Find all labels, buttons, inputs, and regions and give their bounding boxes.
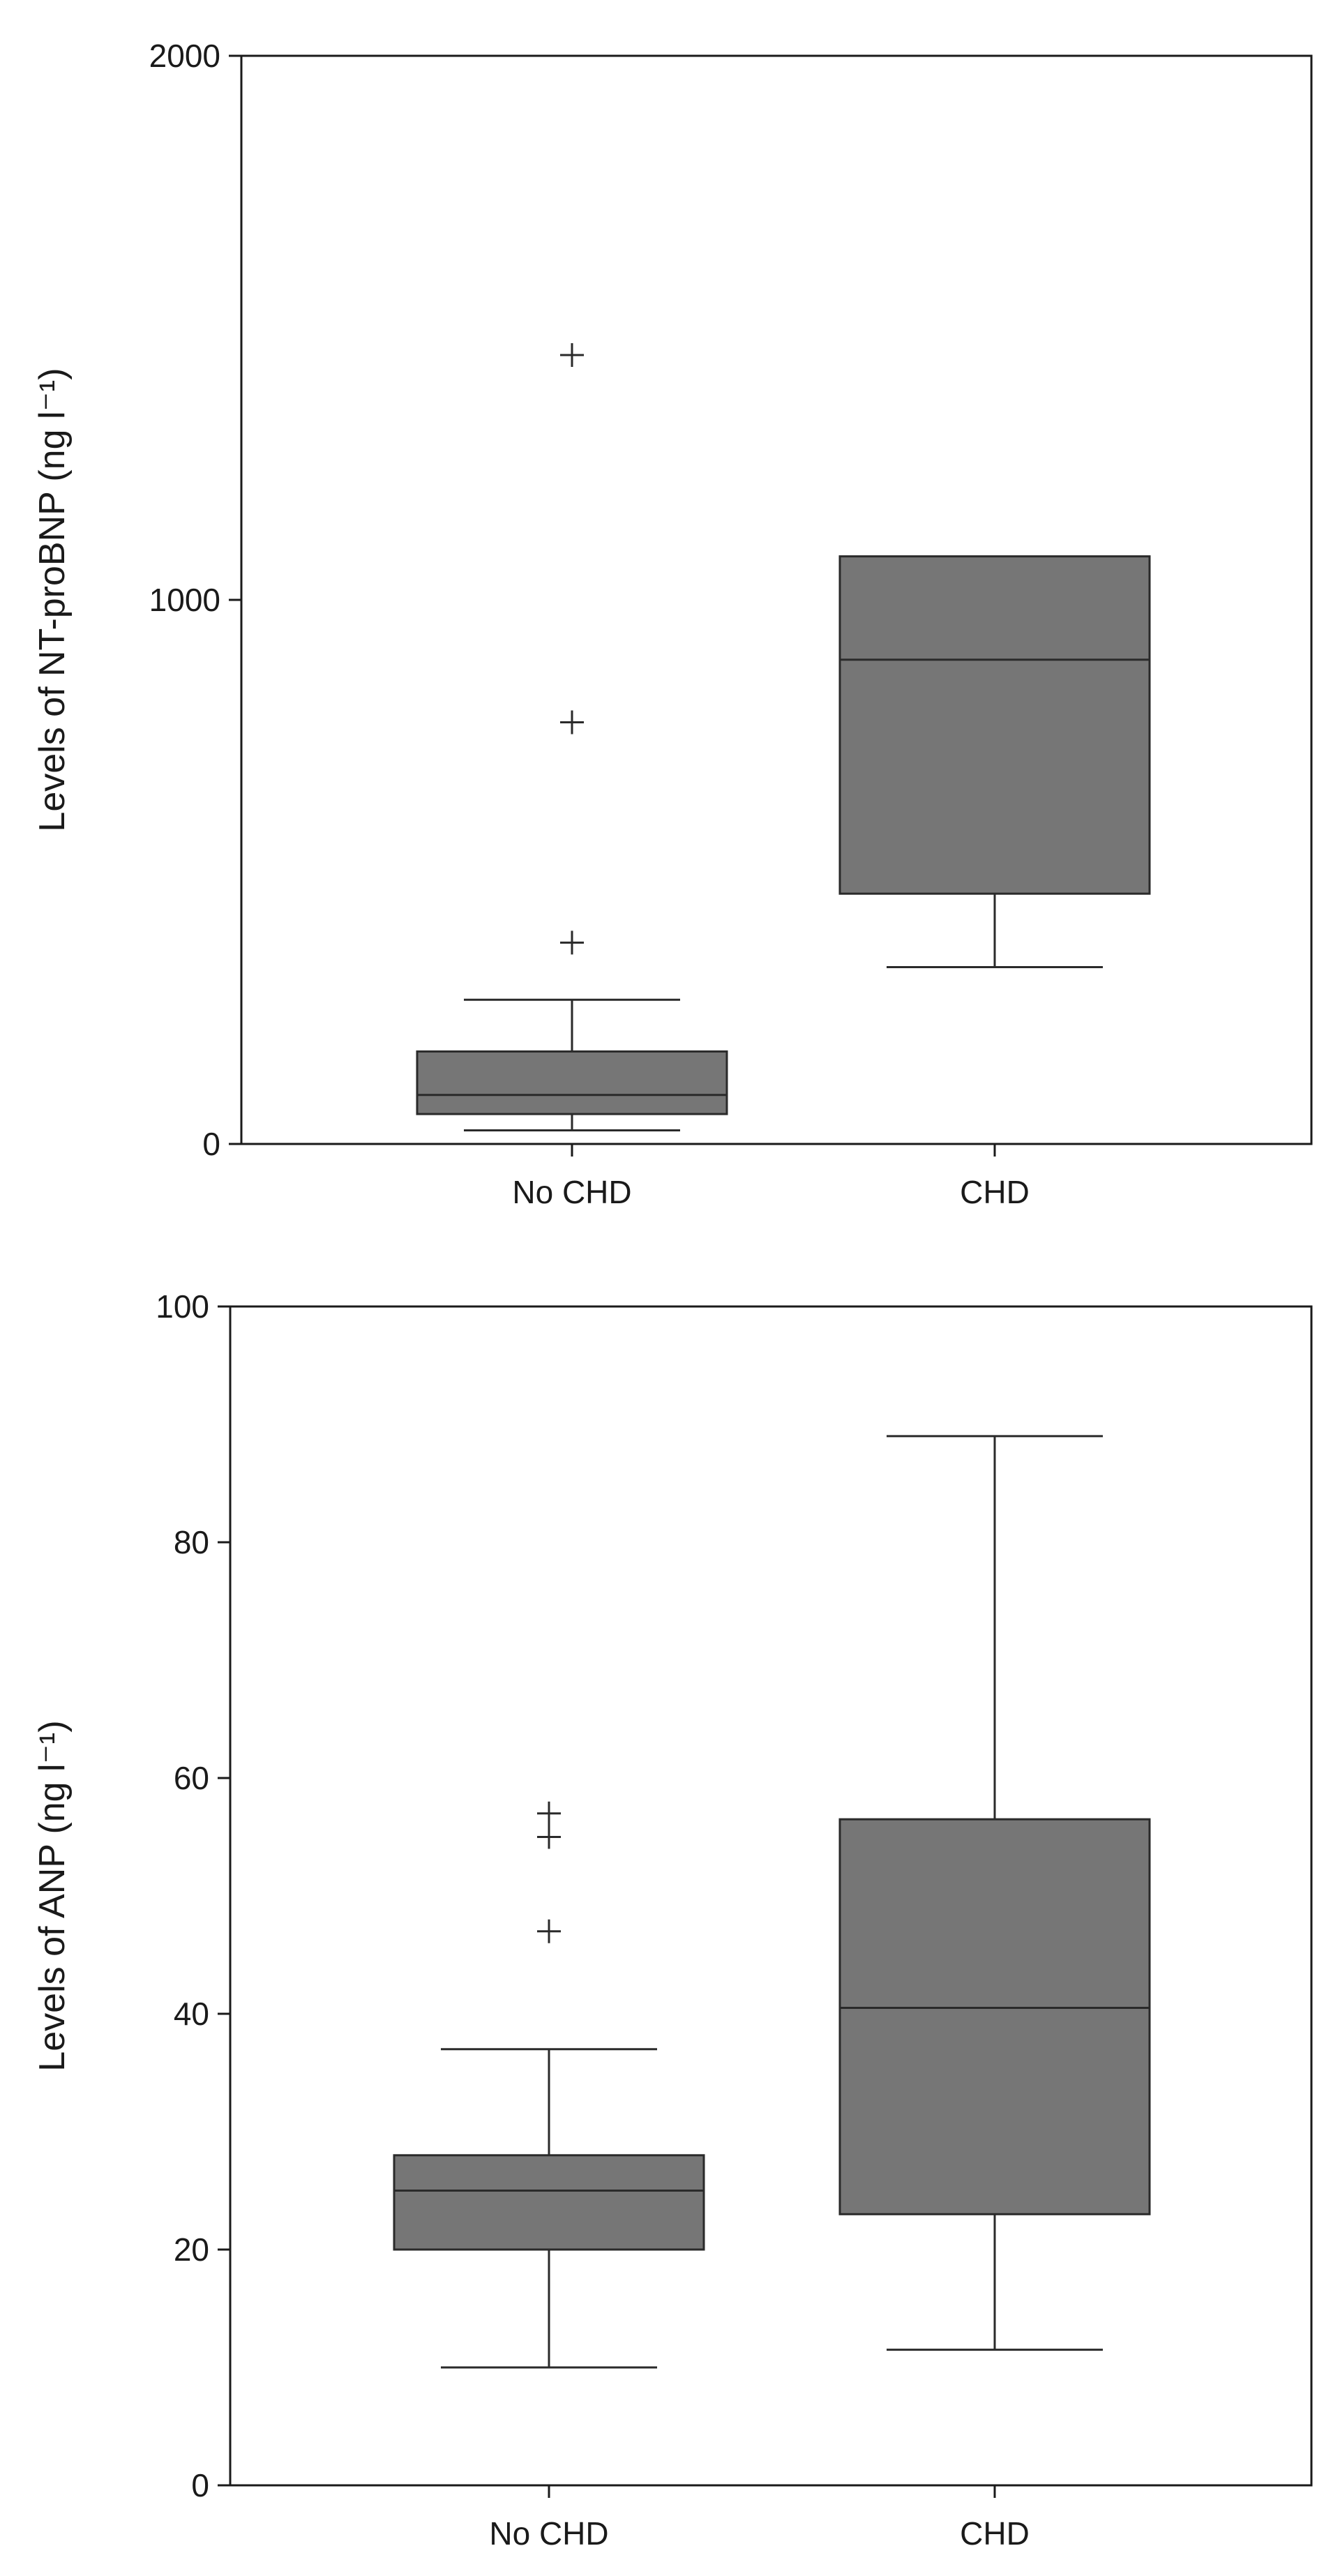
plot-area-frame: [229, 1305, 1313, 2487]
y-axis-label: Levels of NT-proBNP (ng l⁻¹): [32, 368, 73, 831]
outlier-marker: [537, 1801, 561, 1825]
outlier-marker: [537, 1919, 561, 1943]
x-tick-label: CHD: [960, 1174, 1030, 1210]
y-tick-label: 2000: [149, 38, 220, 74]
y-tick-label: 1000: [149, 582, 220, 618]
chart-panel-2: 0 20 40 60 80 100 No CHD CHD Levels of ANP (ng l…: [32, 1288, 1313, 2552]
y-tick-label: 0: [191, 2467, 209, 2503]
box-no-chd: [393, 1801, 705, 2369]
box-body: [838, 555, 1151, 895]
box-no-chd: [416, 343, 728, 1131]
outlier-marker: [560, 931, 584, 955]
x-tick-label: No CHD: [512, 1174, 631, 1210]
outlier-marker: [560, 710, 584, 735]
y-tick-label: 80: [174, 1524, 209, 1560]
y-axis-label: Levels of ANP (ng l⁻¹): [32, 1720, 73, 2071]
y-tick-label: 100: [156, 1288, 209, 1325]
plot-area-frame: [240, 54, 1313, 1145]
y-tick-label: 20: [174, 2231, 209, 2268]
box-body: [393, 2154, 705, 2251]
y-tick-label: 60: [174, 1760, 209, 1796]
box-body: [416, 1050, 728, 1115]
x-tick-label: CHD: [960, 2515, 1030, 2552]
box-chd: [838, 555, 1151, 968]
y-tick-label: 0: [202, 1126, 220, 1162]
outlier-marker: [537, 1825, 561, 1849]
x-tick-label: No CHD: [489, 2515, 608, 2552]
chart-panel-1: 0 1000 2000 No CHD CHD Levels of NT-proBNP (n…: [32, 38, 1313, 1210]
y-tick-label: 40: [174, 1996, 209, 2032]
box-chd: [838, 1435, 1151, 2351]
outlier-marker: [560, 343, 584, 367]
box-body: [838, 1818, 1151, 2215]
